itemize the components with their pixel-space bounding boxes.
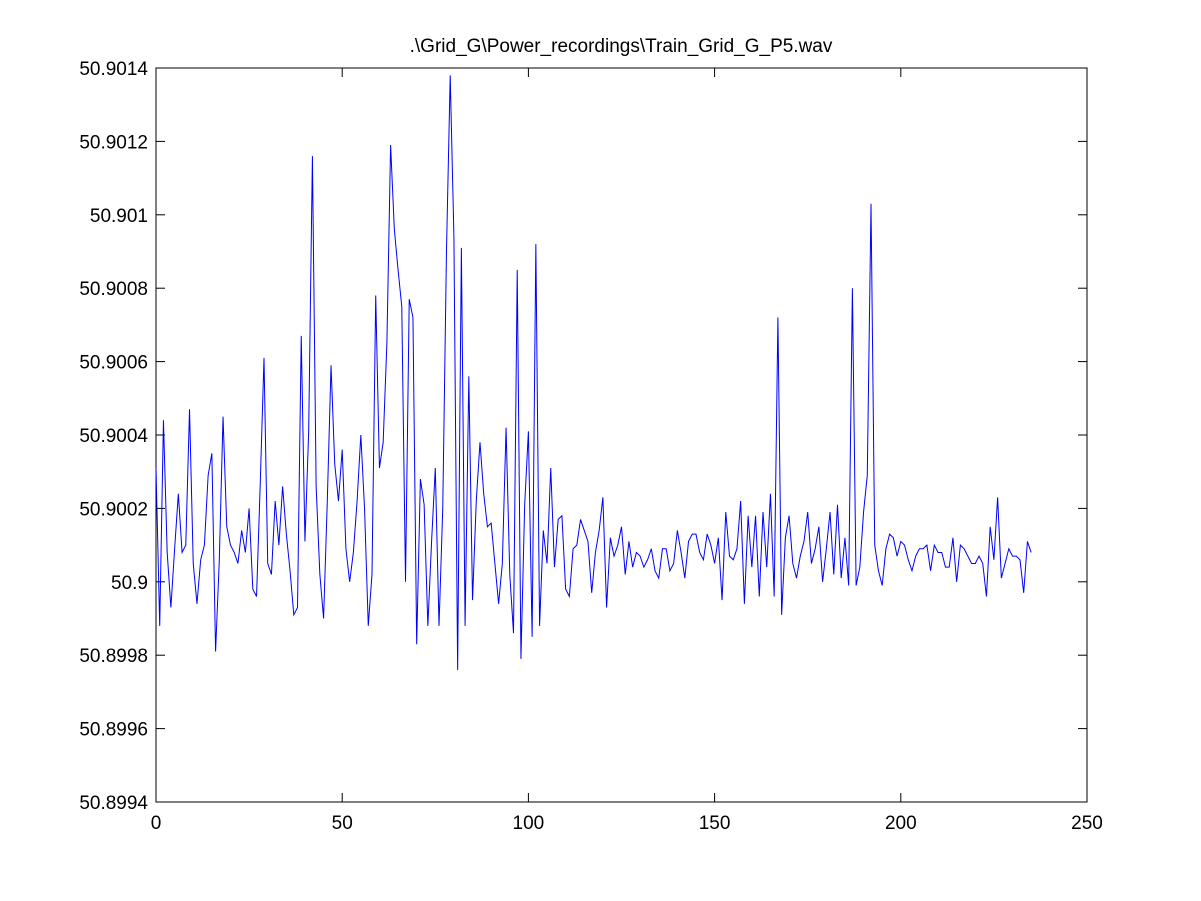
y-tick-label: 50.8996 xyxy=(79,720,148,741)
series-line xyxy=(155,75,1032,670)
y-tick-label: 50.8998 xyxy=(79,646,148,667)
y-tick-label: 50.9012 xyxy=(79,132,148,153)
x-tick-label: 100 xyxy=(513,813,545,834)
y-tick-label: 50.9008 xyxy=(79,279,148,300)
y-tick-label: 50.901 xyxy=(90,206,148,227)
x-tick-label: 200 xyxy=(885,813,917,834)
y-tick-label: 50.9 xyxy=(111,573,148,594)
x-tick-label: 250 xyxy=(1071,813,1103,834)
x-tick-label: 0 xyxy=(151,813,162,834)
x-tick-label: 150 xyxy=(699,813,731,834)
y-axis-tick-labels: 50.8994 50.8996 50.8998 50.9 50.9002 50.9004 5… xyxy=(79,59,148,814)
y-tick-label: 50.9014 xyxy=(79,59,148,80)
chart-title: .\Grid_G\Power_recordings\Train_Grid_G_P… xyxy=(410,36,833,57)
y-tick-label: 50.9006 xyxy=(79,353,148,374)
plot-area xyxy=(155,67,1088,803)
x-axis-tick-labels: 0 50 100 150 200 250 xyxy=(151,813,1103,834)
y-tick-label: 50.8994 xyxy=(79,793,148,814)
x-tick-label: 50 xyxy=(332,813,353,834)
y-tick-label: 50.9002 xyxy=(79,499,148,520)
y-tick-label: 50.9004 xyxy=(79,426,148,447)
